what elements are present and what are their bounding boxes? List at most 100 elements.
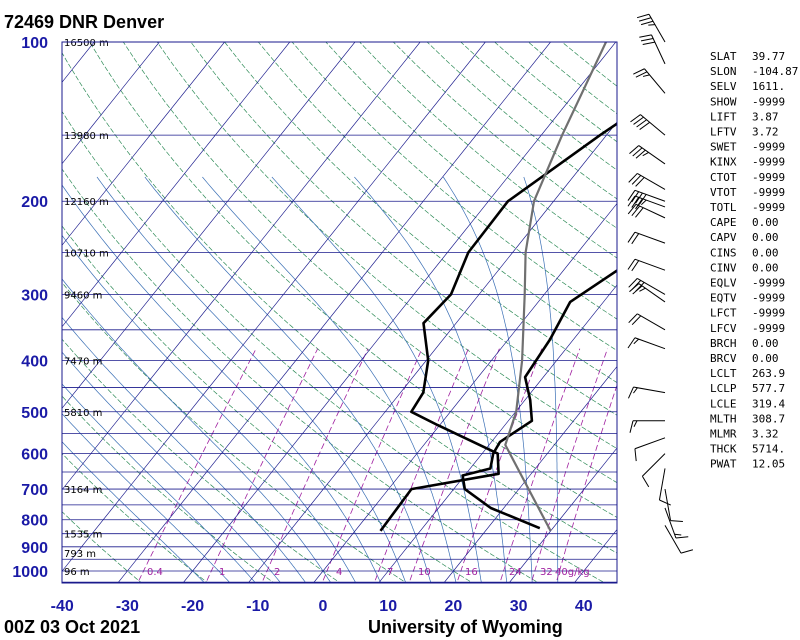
isotherm-line [378, 284, 617, 583]
index-name: LIFT [710, 110, 737, 123]
plot-frame [61, 41, 618, 584]
height-label: 3164 m [64, 485, 102, 496]
wind-barb [628, 277, 666, 295]
wind-barb [629, 145, 666, 165]
wind-barb [636, 13, 666, 43]
dry-adiabat-line [62, 511, 143, 583]
index-name: EQTV [710, 292, 737, 305]
index-value: -9999 [752, 186, 785, 199]
temperature-tick-label: 30 [510, 598, 528, 615]
pressure-tick-label: 400 [21, 353, 48, 370]
mixing-ratio-line [137, 348, 257, 583]
sounding-curves [379, 42, 617, 532]
mixing-ratio-label: 32 [540, 567, 553, 578]
pressure-tick-label: 500 [21, 405, 48, 422]
stability-indices: SLAT 39.77 SLON -104.87 SELV 1611. SHOW -9999 LI… [710, 50, 798, 471]
moist-adiabat-line [62, 234, 357, 583]
dry-adiabat-line [494, 42, 617, 143]
pressure-tick-label: 300 [21, 287, 48, 304]
wind-barb [664, 488, 683, 522]
height-label: 1535 m [64, 530, 102, 541]
index-name: TOTL [710, 201, 737, 214]
index-name: LCLP [710, 382, 737, 395]
temperature-tick-label: 0 [319, 598, 328, 615]
temperature-tick-label: -20 [181, 598, 204, 615]
isotherm-line [508, 447, 617, 583]
dry-adiabat-line [62, 52, 617, 554]
mixing-ratio-label: 2 [274, 567, 280, 578]
index-name: KINX [710, 156, 737, 169]
index-value: -9999 [752, 156, 785, 169]
moist-adiabat-line [523, 176, 559, 583]
pressure-tick-label: 200 [21, 194, 48, 211]
index-name: LCLT [710, 367, 737, 380]
index-value: 3.32 [752, 428, 779, 441]
mixing-ratio-label: 16 [465, 567, 478, 578]
moist-adiabat-line [62, 184, 382, 583]
isotherm-line [62, 42, 291, 328]
mixing-ratio-line [321, 348, 423, 583]
isotherm-line [182, 42, 617, 583]
index-name: SHOW [710, 95, 737, 108]
mixing-ratio-label: 0.4 [147, 567, 163, 578]
wind-barb [629, 420, 665, 433]
index-value: -9999 [752, 322, 785, 335]
index-name: VTOT [710, 186, 737, 199]
index-value: 5714. [752, 443, 785, 456]
pressure-tick-label: 800 [21, 513, 48, 530]
isotherm-line [62, 42, 226, 246]
index-name: LCLE [710, 397, 737, 410]
pressure-tick-label: 100 [21, 35, 48, 52]
sounding-date: 00Z 03 Oct 2021 [4, 617, 140, 637]
isotherm-line [62, 42, 421, 491]
index-name: BRCV [710, 352, 737, 365]
height-label: 96 m [64, 567, 90, 578]
isotherm-line [62, 42, 486, 572]
isotherm-line [117, 42, 552, 583]
moist-adiabat-line [271, 176, 482, 583]
index-value: 0.00 [752, 246, 779, 259]
dry-adiabat-line [190, 42, 617, 416]
dry-adiabat-line [62, 110, 606, 583]
moist-adiabat-line [62, 278, 332, 583]
wind-barb [634, 437, 666, 462]
moist-adiabat-line [62, 383, 257, 583]
dry-adiabat-line [122, 42, 617, 484]
dewpoint-curve [379, 122, 617, 532]
temperature-tick-label: 40 [575, 598, 593, 615]
index-value: -104.87 [752, 65, 798, 78]
wind-barb [627, 189, 666, 205]
index-value: -9999 [752, 307, 785, 320]
index-value: -9999 [752, 95, 785, 108]
dry-adiabat-line [62, 338, 341, 583]
height-label: 9460 m [64, 290, 102, 301]
moist-adiabat-line [62, 316, 307, 583]
height-label: 5810 m [64, 408, 102, 419]
index-name: SWET [710, 141, 737, 154]
temperature-tick-label: 20 [445, 598, 463, 615]
wind-barb [641, 453, 666, 488]
index-value: 1611. [752, 80, 785, 93]
index-name: SELV [710, 80, 737, 93]
height-label: 12160 m [64, 197, 109, 208]
temperature-tick-label: -10 [246, 598, 269, 615]
dry-adiabat-line [89, 42, 617, 518]
mixing-ratio-line [408, 348, 500, 583]
index-name: EQLV [710, 277, 737, 290]
index-value: 3.87 [752, 110, 779, 123]
height-label: 13980 m [64, 131, 109, 142]
dry-adiabat-line [460, 42, 617, 171]
index-name: BRCH [710, 337, 737, 350]
wind-barb [627, 258, 666, 272]
temperature-axis-labels: -40 -30 -20 -10 0 10 20 30 40 [51, 598, 593, 615]
temperature-tick-label: 10 [379, 598, 397, 615]
wind-barb [628, 173, 666, 190]
dry-adiabat-line [257, 42, 617, 351]
dry-adiabat-line [62, 168, 540, 583]
mixing-ratio-label: 40g/kg [555, 567, 590, 578]
moist-adiabat-line [96, 176, 407, 583]
mixing-ratio-line [555, 384, 617, 583]
index-name: CTOT [710, 171, 737, 184]
index-value: 0.00 [752, 261, 779, 274]
